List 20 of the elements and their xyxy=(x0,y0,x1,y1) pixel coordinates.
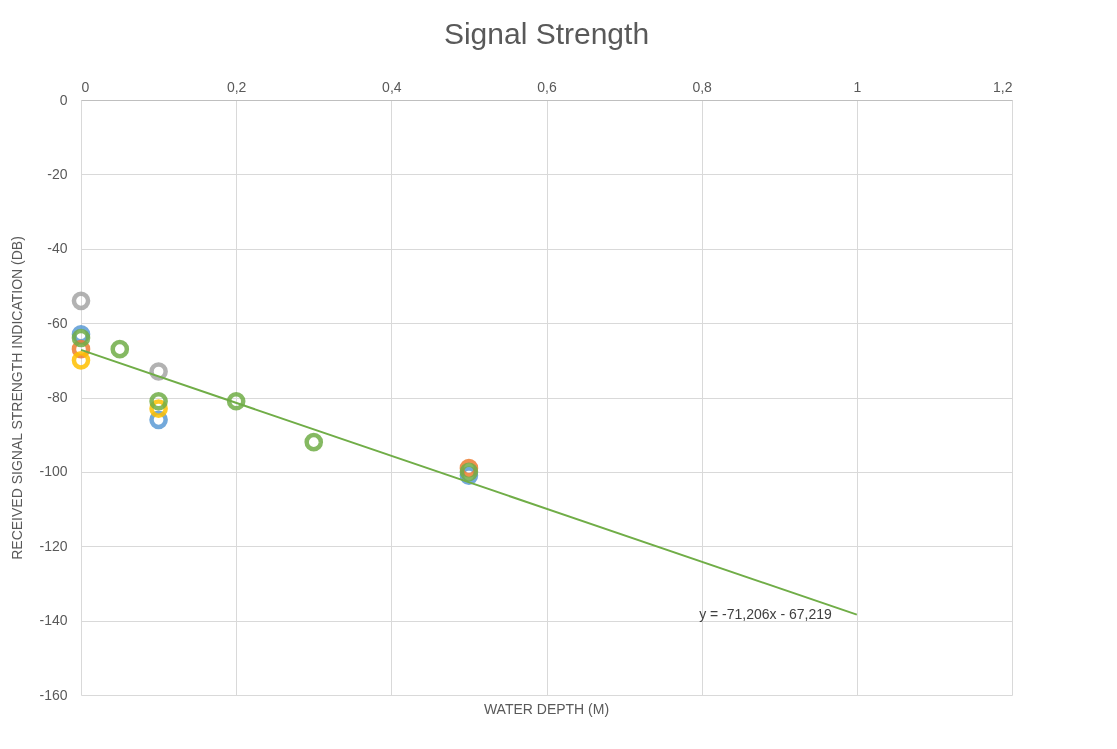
x-tick-label: 1,2 xyxy=(993,78,1013,95)
y-tick-label: -160 xyxy=(39,686,68,703)
y-tick-label: -20 xyxy=(47,165,68,182)
x-tick-label: 0,4 xyxy=(382,78,402,95)
x-tick-label: 0,2 xyxy=(226,78,247,95)
y-tick-label: 0 xyxy=(59,91,68,108)
y-axis-title: RECEIVED SIGNAL STRENGTH INDICATION (DB) xyxy=(9,236,26,560)
y-tick-label: -120 xyxy=(39,537,68,554)
y-tick-label: -40 xyxy=(47,240,68,257)
y-tick-label: -80 xyxy=(47,389,68,405)
x-tick-label: 1 xyxy=(853,78,862,95)
y-tick-label: -60 xyxy=(47,314,68,331)
y-tick-label: -100 xyxy=(39,463,68,480)
annotation: y = -71,206x - 67,219 xyxy=(699,605,833,622)
y-tick-label: -140 xyxy=(39,612,68,629)
x-tick-label: 0,6 xyxy=(537,78,557,95)
x-tick-label: 0,8 xyxy=(692,78,713,95)
x-tick-label: 0 xyxy=(81,78,90,95)
x-axis-title: WATER DEPTH (M) xyxy=(483,701,610,717)
chart-title: Signal Strength xyxy=(443,17,650,50)
